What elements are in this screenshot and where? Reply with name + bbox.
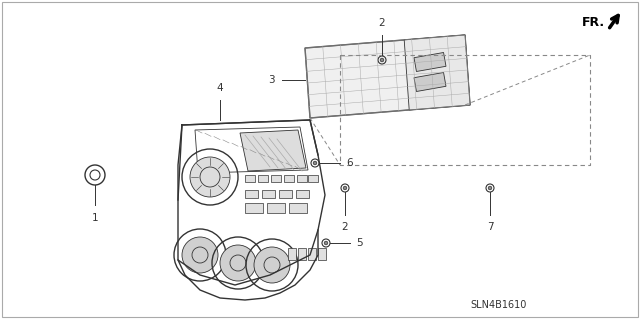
Bar [245, 190, 258, 198]
Polygon shape [305, 35, 470, 118]
Bar [245, 203, 263, 213]
Bar [308, 248, 316, 260]
Text: 4: 4 [217, 83, 223, 93]
Bar [289, 203, 307, 213]
Bar [297, 175, 307, 182]
Text: 2: 2 [342, 222, 348, 232]
Text: 3: 3 [268, 75, 275, 85]
Bar [414, 53, 446, 71]
Text: 6: 6 [346, 158, 353, 168]
Bar [284, 175, 294, 182]
Bar [298, 248, 306, 260]
Text: SLN4B1610: SLN4B1610 [470, 300, 526, 310]
Bar [258, 175, 268, 182]
Bar [308, 175, 318, 182]
Circle shape [190, 157, 230, 197]
Text: 5: 5 [356, 238, 363, 248]
Circle shape [488, 186, 492, 190]
Circle shape [324, 241, 328, 245]
Bar [279, 190, 292, 198]
Bar [271, 175, 281, 182]
Bar [262, 190, 275, 198]
Text: 1: 1 [92, 213, 99, 223]
Text: 2: 2 [379, 18, 385, 28]
Circle shape [182, 237, 218, 273]
Bar [414, 72, 446, 92]
Circle shape [254, 247, 290, 283]
Circle shape [220, 245, 256, 281]
Bar [267, 203, 285, 213]
Text: 7: 7 [486, 222, 493, 232]
Polygon shape [404, 35, 470, 110]
Polygon shape [240, 130, 306, 171]
Circle shape [313, 161, 317, 165]
Circle shape [343, 186, 347, 190]
Text: FR.: FR. [582, 16, 605, 28]
Bar [296, 190, 309, 198]
Circle shape [380, 58, 384, 62]
Bar [245, 175, 255, 182]
Bar [288, 248, 296, 260]
Bar [318, 248, 326, 260]
